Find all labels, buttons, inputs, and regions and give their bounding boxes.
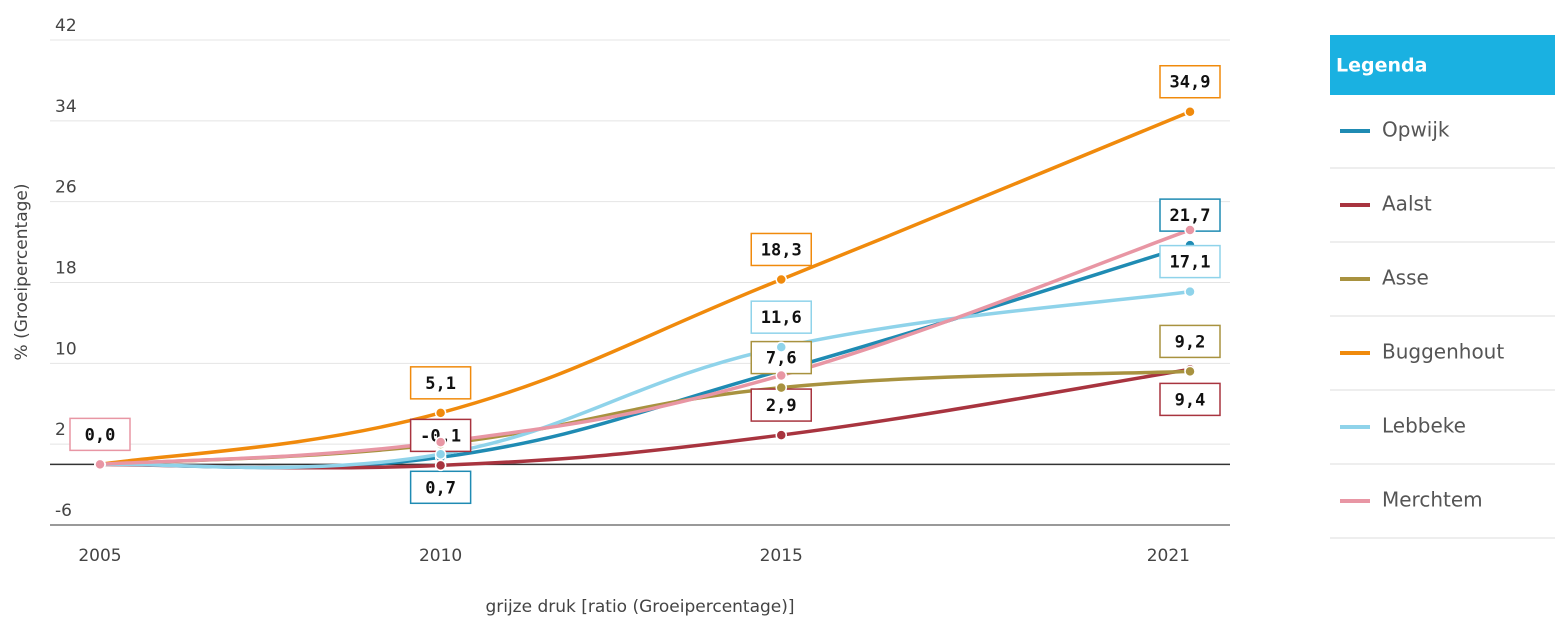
legend-label: Aalst: [1382, 192, 1432, 216]
legend-label: Lebbeke: [1382, 414, 1466, 438]
data-label: 2,9: [766, 396, 797, 416]
legend-label: Buggenhout: [1382, 340, 1504, 364]
y-tick-label: 10: [55, 339, 77, 359]
data-label: 9,4: [1175, 390, 1206, 410]
data-point: [434, 448, 447, 461]
data-point: [775, 381, 787, 394]
y-tick-label: 42: [55, 16, 77, 36]
data-label-box: [750, 300, 812, 334]
data-label-box: [1159, 324, 1221, 359]
series-line: [99, 243, 1191, 470]
y-tick-label: 26: [55, 178, 77, 198]
data-label-box: [750, 232, 812, 267]
series-line: [99, 110, 1191, 467]
y-tick-label: 2: [55, 420, 66, 440]
data-label: 11,6: [761, 308, 802, 328]
x-tick-label: 2021: [1147, 546, 1190, 566]
legend-label: Asse: [1382, 266, 1429, 290]
data-label-box: [409, 366, 472, 400]
data-point: [434, 459, 447, 472]
data-point: [434, 407, 447, 419]
data-point: [434, 436, 447, 448]
data-label: 34,9: [1170, 73, 1211, 93]
data-point: [775, 369, 787, 382]
y-tick-label: 18: [55, 259, 77, 279]
data-point: [775, 341, 787, 353]
series-line: [99, 289, 1191, 470]
legend-label: Merchtem: [1382, 488, 1483, 512]
series-line: [99, 228, 1191, 467]
data-label-box: [1159, 64, 1221, 99]
data-label: 17,1: [1170, 253, 1211, 273]
data-label-box: [750, 388, 812, 422]
x-tick-label: 2015: [760, 546, 803, 566]
data-label: 7,6: [766, 349, 797, 369]
data-label-box: [1159, 244, 1221, 279]
series-line: [99, 367, 1191, 470]
data-point: [1184, 285, 1196, 298]
legend-header: [1330, 35, 1555, 95]
x-axis-label: grijze druk [ratio (Groeipercentage)]: [485, 597, 794, 617]
data-label: 0,7: [425, 478, 456, 498]
legend-title: Legenda: [1336, 55, 1427, 77]
data-label-box: [1159, 382, 1221, 417]
data-point: [1184, 224, 1196, 236]
x-tick-label: 2005: [78, 546, 121, 566]
data-label-box: [409, 470, 472, 505]
y-tick-label: -6: [55, 501, 72, 521]
data-label: 5,1: [425, 374, 456, 394]
data-label: 18,3: [761, 240, 802, 260]
data-point: [775, 273, 787, 286]
x-tick-label: 2010: [419, 546, 462, 566]
data-label: 21,7: [1170, 206, 1211, 226]
data-label: 9,2: [1175, 332, 1206, 352]
data-point: [775, 429, 787, 441]
data-label-box: [69, 417, 131, 452]
data-label: -0,1: [420, 426, 461, 446]
data-point: [1184, 105, 1196, 118]
data-label: 0,0: [85, 425, 116, 445]
data-point: [94, 458, 106, 471]
y-tick-label: 34: [55, 97, 77, 117]
legend-label: Opwijk: [1382, 118, 1450, 142]
y-axis-label: % (Groeipercentage): [12, 184, 32, 361]
data-point: [1184, 365, 1196, 378]
